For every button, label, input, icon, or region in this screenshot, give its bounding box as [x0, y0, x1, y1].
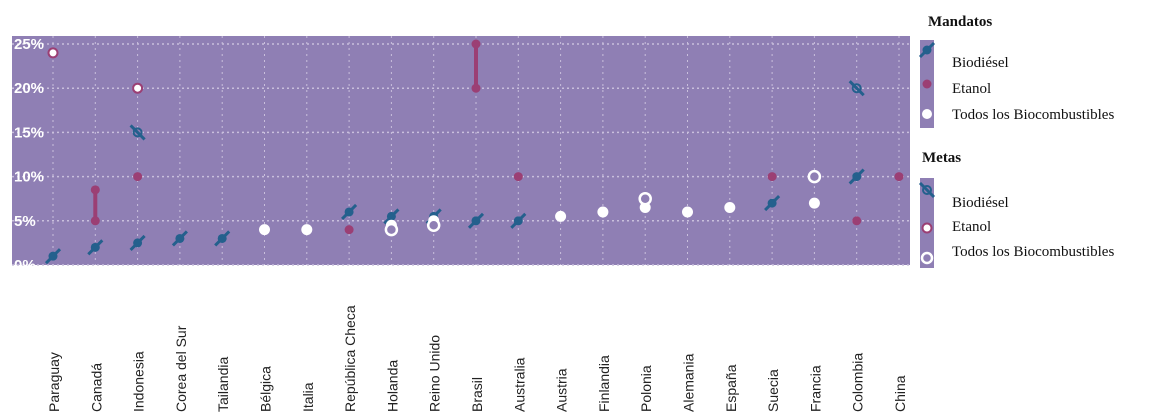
x-category-label: Polonia	[638, 365, 654, 412]
biodiesel-mandate-marker	[918, 41, 936, 59]
todos-mandate-marker	[301, 224, 313, 236]
x-category-label: Alemania	[681, 353, 697, 412]
etanol-mandate-marker	[513, 172, 523, 182]
legend-metas-label: Etanol	[952, 219, 991, 235]
etanol-target-marker	[132, 82, 144, 94]
etanol-mandate-marker	[90, 216, 100, 226]
y-tick-label: 0%	[14, 257, 36, 274]
biodiesel-mandate-marker	[341, 203, 358, 221]
x-category-label: Bélgica	[258, 366, 274, 412]
biodiesel-mandate-marker	[510, 212, 527, 229]
etanol-mandate-marker	[471, 39, 481, 49]
todos-mandate-marker	[259, 224, 270, 236]
etanol-mandate-marker	[90, 185, 100, 195]
x-category-label: Suecia	[765, 369, 781, 412]
etanol-mandate-marker	[767, 172, 777, 182]
biodiesel-mandate-marker	[848, 168, 865, 185]
x-category-label: Italia	[300, 382, 316, 412]
biodiesel-mandate-marker	[214, 230, 231, 247]
legend-mandatos-label: Biodiésel	[952, 55, 1009, 71]
legend-metas-title: Metas	[922, 150, 961, 166]
biodiesel-mandate-marker	[171, 230, 188, 247]
etanol-mandate-marker	[894, 172, 904, 182]
etanol-mandate-marker	[344, 225, 354, 235]
x-category-label: Reino Unido	[427, 335, 443, 412]
x-category-label: Brasil	[469, 377, 485, 412]
x-category-label: Finlandia	[596, 355, 612, 412]
biodiesel-target-marker	[129, 124, 146, 141]
x-category-label: Indonesia	[131, 351, 147, 412]
biodiesel-mandate-marker	[44, 248, 62, 265]
legend-mandatos-label: Todos los Biocombustibles	[952, 107, 1114, 123]
todos-mandate-marker	[808, 197, 820, 209]
y-tick-label: 5%	[14, 213, 36, 230]
biodiesel-mandate-marker	[87, 239, 104, 256]
legend-todos-mandate-marker	[922, 109, 932, 119]
x-category-label: Corea del Sur	[173, 325, 189, 412]
x-category-label: España	[723, 364, 739, 412]
x-category-label: Australia	[511, 357, 527, 412]
x-category-label: República Checa	[342, 305, 358, 412]
legend-mandatos-title: Mandatos	[928, 14, 992, 30]
x-category-label: Austria	[554, 368, 570, 412]
legend-mandatos-label: Etanol	[952, 81, 991, 97]
biodiesel-mandate-marker	[383, 208, 400, 225]
todos-mandate-marker	[555, 210, 567, 222]
todos-target-marker	[807, 169, 822, 184]
x-category-label: Canadá	[88, 363, 104, 412]
legend-etanol-target-marker	[921, 222, 933, 234]
todos-mandate-marker	[724, 202, 736, 214]
y-tick-label: 10%	[14, 169, 44, 186]
todos-mandate-marker	[682, 206, 693, 218]
biodiesel-mandate-marker	[129, 234, 146, 251]
legend-etanol-mandate-marker	[922, 79, 932, 89]
x-category-label: Tailandia	[215, 357, 231, 412]
plot-area: 0% 5% 10% 15% 20% 25% Paraguay Canadá Indonesia C…	[12, 36, 910, 412]
x-category-label: Paraguay	[46, 352, 62, 412]
y-tick-label: 15%	[14, 124, 44, 141]
biodiesel-target-marker	[918, 181, 936, 199]
todos-target-marker	[426, 218, 441, 232]
legend-metas-label: Biodiésel	[952, 195, 1009, 211]
x-category-label: Colombia	[850, 353, 866, 412]
todos-target-marker	[384, 222, 399, 237]
x-category-label: Francia	[807, 365, 823, 412]
etanol-target-marker	[47, 47, 59, 59]
x-category-label: China	[892, 375, 908, 412]
biodiesel-target-marker	[848, 80, 865, 97]
etanol-mandate-marker	[471, 83, 481, 93]
legend-metas-label: Todos los Biocombustibles	[952, 244, 1114, 260]
y-tick-label: 20%	[14, 80, 44, 97]
todos-target-marker	[638, 191, 652, 206]
legend-todos-target-marker	[920, 251, 934, 265]
x-category-label: Holanda	[384, 360, 400, 412]
plot-background	[12, 36, 910, 265]
biodiesel-mandate-marker	[764, 195, 781, 212]
etanol-mandate-marker	[852, 216, 862, 226]
legend: Mandatos Biodiésel Etanol Todos los Biocomb…	[918, 14, 1114, 268]
etanol-mandate-marker	[133, 172, 143, 182]
todos-mandate-marker	[597, 206, 609, 218]
biodiesel-mandate-marker	[467, 212, 485, 229]
y-tick-label: 25%	[14, 36, 44, 53]
